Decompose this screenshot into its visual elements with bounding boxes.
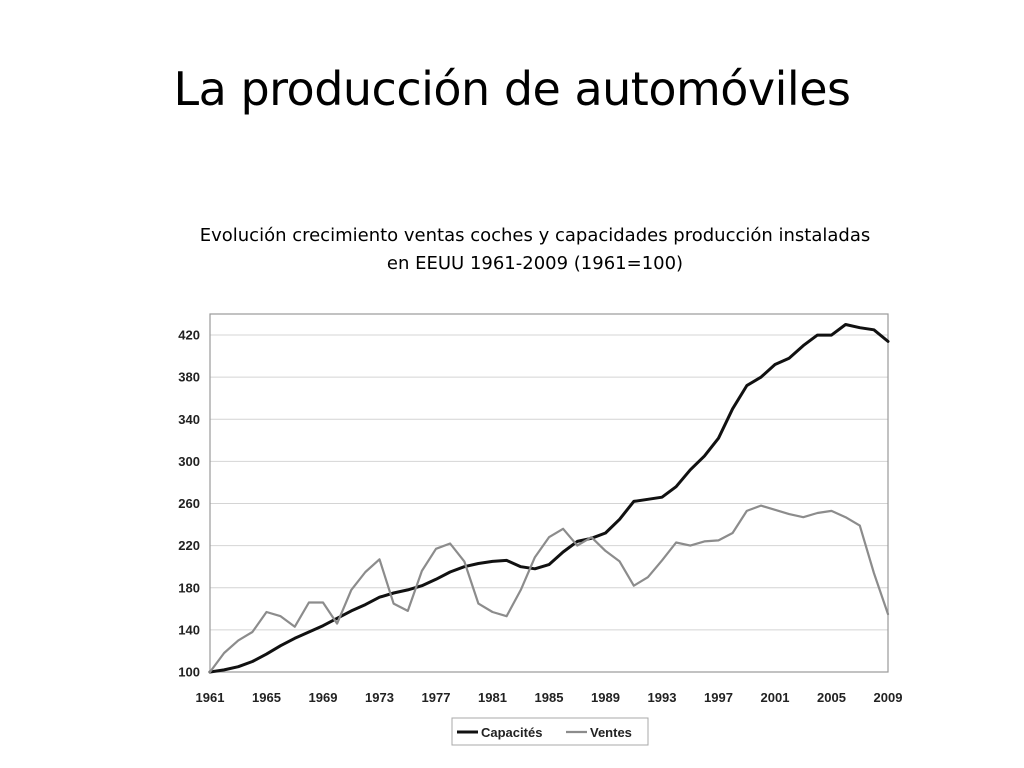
- x-tick-label: 1985: [535, 690, 564, 705]
- legend-label: Capacités: [481, 725, 542, 740]
- chart-caption-line-2: en EEUU 1961-2009 (1961=100): [386, 253, 684, 274]
- data-series: [208, 323, 890, 674]
- x-tick-label: 1969: [309, 690, 338, 705]
- slide-title: La producción de automóviles: [173, 62, 851, 116]
- y-tick-label: 300: [178, 454, 200, 469]
- legend-box: [451, 717, 649, 746]
- x-tick-label: 1997: [704, 690, 733, 705]
- series-line-capacites: [208, 323, 890, 674]
- gridlines: [210, 334, 888, 631]
- legend-label: Ventes: [590, 725, 632, 740]
- y-tick-label: 220: [178, 538, 200, 553]
- y-tick-label: 140: [178, 622, 200, 637]
- y-tick-label: 380: [178, 370, 200, 385]
- y-axis-tick-labels: 100 140 180 220 260 300 340 380 420: [178, 328, 200, 680]
- x-tick-label: 1965: [252, 690, 281, 705]
- y-tick-label: 100: [178, 665, 200, 680]
- x-tick-label: 1973: [365, 690, 394, 705]
- series-line-ventes: [208, 504, 890, 674]
- x-tick-label: 2005: [817, 690, 846, 705]
- y-tick-label: 340: [178, 412, 200, 427]
- x-tick-label: 1961: [196, 690, 225, 705]
- x-tick-label: 1989: [591, 690, 620, 705]
- legend: Capacités Ventes: [451, 717, 649, 746]
- y-tick-label: 260: [178, 496, 200, 511]
- plot-area-frame: [209, 313, 889, 673]
- x-tick-label: 1977: [422, 690, 451, 705]
- x-tick-label: 2001: [761, 690, 790, 705]
- x-tick-label: 2009: [874, 690, 903, 705]
- chart-caption-line-1: Evolución crecimiento ventas coches y ca…: [199, 225, 871, 246]
- chart-caption: Evolución crecimiento ventas coches y ca…: [140, 222, 930, 278]
- x-axis-tick-labels: 1961 1965 1969 1973 1977 1981 1985 1989 1993 1997…: [196, 690, 903, 705]
- x-tick-label: 1993: [648, 690, 677, 705]
- x-tick-label: 1981: [478, 690, 507, 705]
- y-tick-label: 180: [178, 580, 200, 595]
- y-tick-label: 420: [178, 328, 200, 343]
